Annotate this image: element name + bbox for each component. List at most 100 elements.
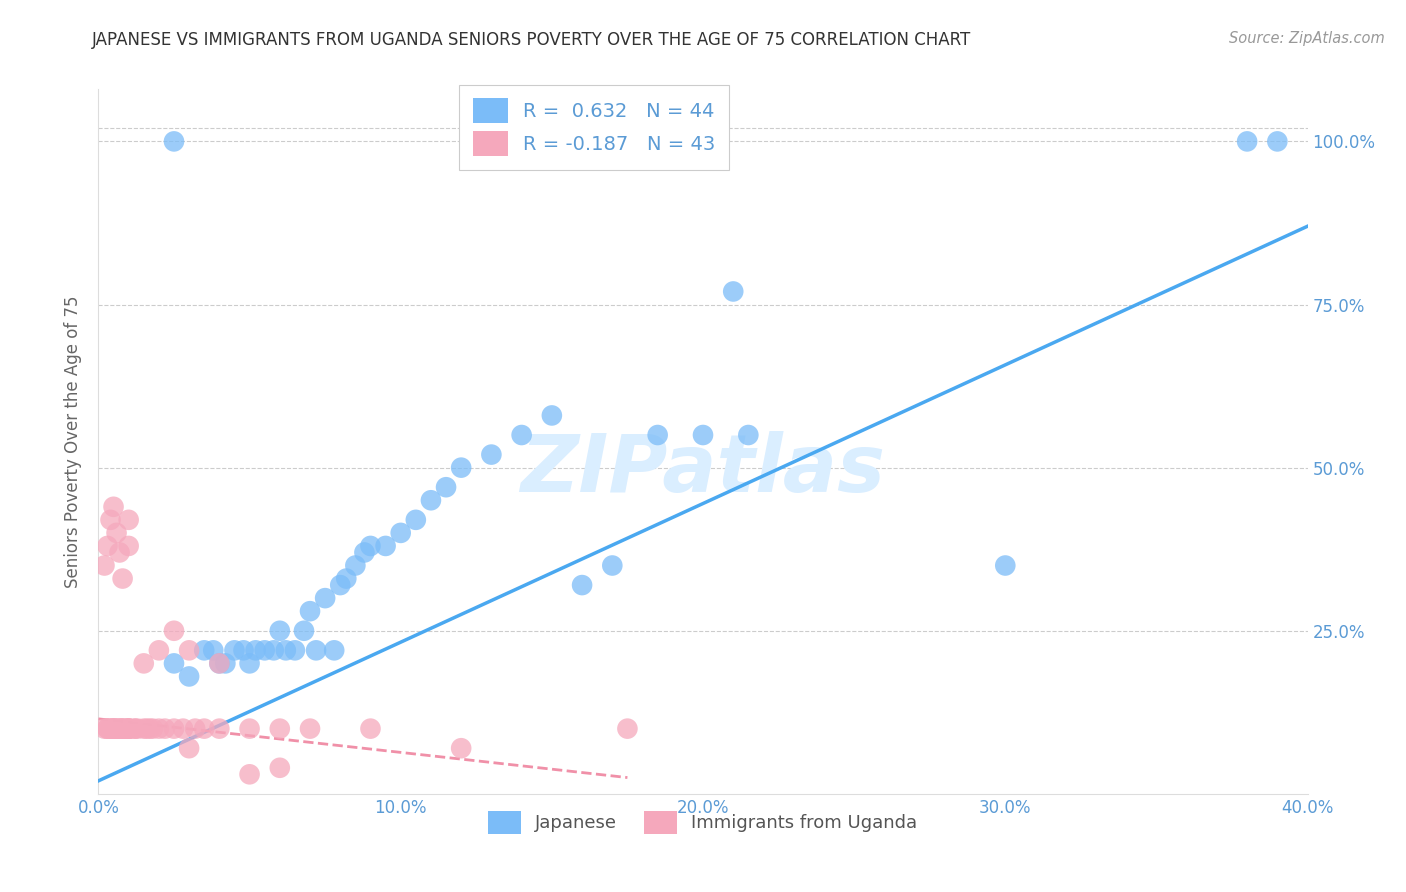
Text: JAPANESE VS IMMIGRANTS FROM UGANDA SENIORS POVERTY OVER THE AGE OF 75 CORRELATIO: JAPANESE VS IMMIGRANTS FROM UGANDA SENIO… — [91, 31, 970, 49]
Point — [360, 722, 382, 736]
Point — [108, 722, 131, 736]
Point — [124, 722, 146, 736]
Point — [299, 722, 322, 736]
Point — [571, 578, 593, 592]
Point — [692, 428, 714, 442]
Point — [153, 722, 176, 736]
Point — [108, 545, 131, 559]
Point — [93, 558, 115, 573]
Legend: Japanese, Immigrants from Uganda: Japanese, Immigrants from Uganda — [481, 804, 925, 841]
Point — [179, 669, 201, 683]
Point — [111, 722, 134, 736]
Point — [360, 539, 382, 553]
Point — [450, 741, 472, 756]
Point — [135, 722, 157, 736]
Y-axis label: Seniors Poverty Over the Age of 75: Seniors Poverty Over the Age of 75 — [65, 295, 83, 588]
Point — [103, 500, 125, 514]
Point — [269, 722, 291, 736]
Point — [723, 285, 745, 299]
Point — [142, 722, 165, 736]
Point — [616, 722, 638, 736]
Point — [105, 525, 128, 540]
Point — [163, 624, 186, 638]
Point — [299, 604, 322, 618]
Point — [118, 539, 141, 553]
Point — [510, 428, 533, 442]
Point — [353, 545, 375, 559]
Point — [239, 767, 262, 781]
Point — [292, 624, 315, 638]
Text: ZIPatlas: ZIPatlas — [520, 431, 886, 508]
Point — [114, 722, 136, 736]
Point — [214, 657, 236, 671]
Point — [450, 460, 472, 475]
Point — [100, 722, 122, 736]
Point — [103, 722, 125, 736]
Point — [118, 722, 141, 736]
Point — [96, 722, 118, 736]
Point — [139, 722, 162, 736]
Point — [540, 409, 562, 423]
Point — [994, 558, 1017, 573]
Point — [329, 578, 352, 592]
Point — [96, 539, 118, 553]
Point — [118, 722, 141, 736]
Point — [253, 643, 276, 657]
Point — [245, 643, 267, 657]
Point — [323, 643, 346, 657]
Point — [208, 722, 231, 736]
Point — [389, 525, 412, 540]
Point — [269, 761, 291, 775]
Point — [239, 722, 262, 736]
Point — [132, 722, 155, 736]
Point — [148, 643, 170, 657]
Point — [1267, 135, 1289, 149]
Point — [118, 722, 141, 736]
Point — [118, 722, 141, 736]
Point — [96, 722, 118, 736]
Point — [172, 722, 194, 736]
Point — [420, 493, 443, 508]
Point — [263, 643, 285, 657]
Point — [124, 722, 146, 736]
Text: Source: ZipAtlas.com: Source: ZipAtlas.com — [1229, 31, 1385, 46]
Point — [132, 657, 155, 671]
Point — [118, 722, 141, 736]
Point — [274, 643, 297, 657]
Point — [163, 135, 186, 149]
Point — [100, 722, 122, 736]
Point — [103, 722, 125, 736]
Point — [647, 428, 669, 442]
Point — [184, 722, 207, 736]
Point — [202, 643, 225, 657]
Point — [208, 657, 231, 671]
Point — [127, 722, 149, 736]
Point — [105, 722, 128, 736]
Point — [305, 643, 328, 657]
Point — [344, 558, 367, 573]
Point — [335, 572, 357, 586]
Point — [1236, 135, 1258, 149]
Point — [208, 657, 231, 671]
Point — [118, 513, 141, 527]
Point — [481, 448, 503, 462]
Point — [314, 591, 336, 606]
Point — [284, 643, 307, 657]
Point — [163, 657, 186, 671]
Point — [179, 741, 201, 756]
Point — [103, 722, 125, 736]
Point — [179, 643, 201, 657]
Point — [93, 722, 115, 736]
Point — [163, 722, 186, 736]
Point — [103, 722, 125, 736]
Point — [434, 480, 457, 494]
Point — [111, 722, 134, 736]
Point — [232, 643, 254, 657]
Point — [100, 513, 122, 527]
Point — [111, 722, 134, 736]
Point — [105, 722, 128, 736]
Point — [224, 643, 246, 657]
Point — [602, 558, 624, 573]
Point — [269, 624, 291, 638]
Point — [111, 572, 134, 586]
